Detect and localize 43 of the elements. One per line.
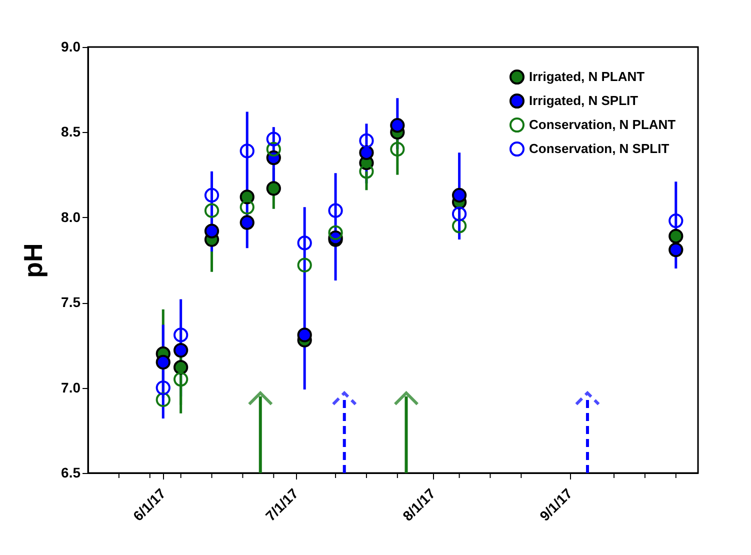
y-tick-label: 6.5 bbox=[61, 464, 81, 480]
point bbox=[668, 242, 684, 258]
point bbox=[390, 118, 405, 133]
point bbox=[174, 343, 188, 358]
point bbox=[204, 188, 220, 203]
point bbox=[174, 328, 188, 342]
point bbox=[266, 181, 281, 196]
y-tick-label: 8.5 bbox=[61, 124, 81, 140]
point bbox=[266, 142, 281, 157]
point bbox=[297, 236, 312, 250]
point bbox=[240, 144, 254, 158]
y-tick-label: 9.0 bbox=[61, 38, 81, 54]
y-tick-label: 7.5 bbox=[61, 294, 81, 310]
point bbox=[204, 224, 220, 238]
y-axis-title: pH bbox=[18, 243, 48, 278]
point bbox=[240, 215, 254, 230]
point bbox=[204, 203, 220, 218]
point bbox=[328, 203, 343, 218]
point bbox=[328, 225, 343, 240]
point bbox=[668, 228, 684, 244]
legend-label: Irrigated, N SPLIT bbox=[529, 93, 638, 108]
point bbox=[359, 133, 374, 148]
point bbox=[174, 360, 188, 375]
point bbox=[297, 258, 312, 272]
point bbox=[359, 145, 374, 160]
legend-label: Conservation, N PLANT bbox=[529, 117, 676, 132]
point bbox=[156, 380, 170, 396]
point bbox=[390, 142, 405, 157]
point bbox=[668, 213, 684, 228]
point bbox=[156, 354, 170, 370]
point bbox=[359, 164, 374, 179]
point bbox=[452, 206, 467, 222]
point bbox=[452, 188, 467, 203]
legend-label: Conservation, N SPLIT bbox=[529, 141, 670, 156]
point bbox=[452, 218, 467, 234]
point bbox=[297, 328, 312, 342]
y-tick-label: 7.0 bbox=[61, 379, 81, 396]
legend-label: Irrigated, N PLANT bbox=[529, 69, 645, 84]
point bbox=[156, 392, 170, 408]
point bbox=[174, 372, 188, 387]
point bbox=[266, 132, 281, 146]
y-tick-label: 8.0 bbox=[61, 208, 81, 225]
point bbox=[240, 200, 254, 214]
